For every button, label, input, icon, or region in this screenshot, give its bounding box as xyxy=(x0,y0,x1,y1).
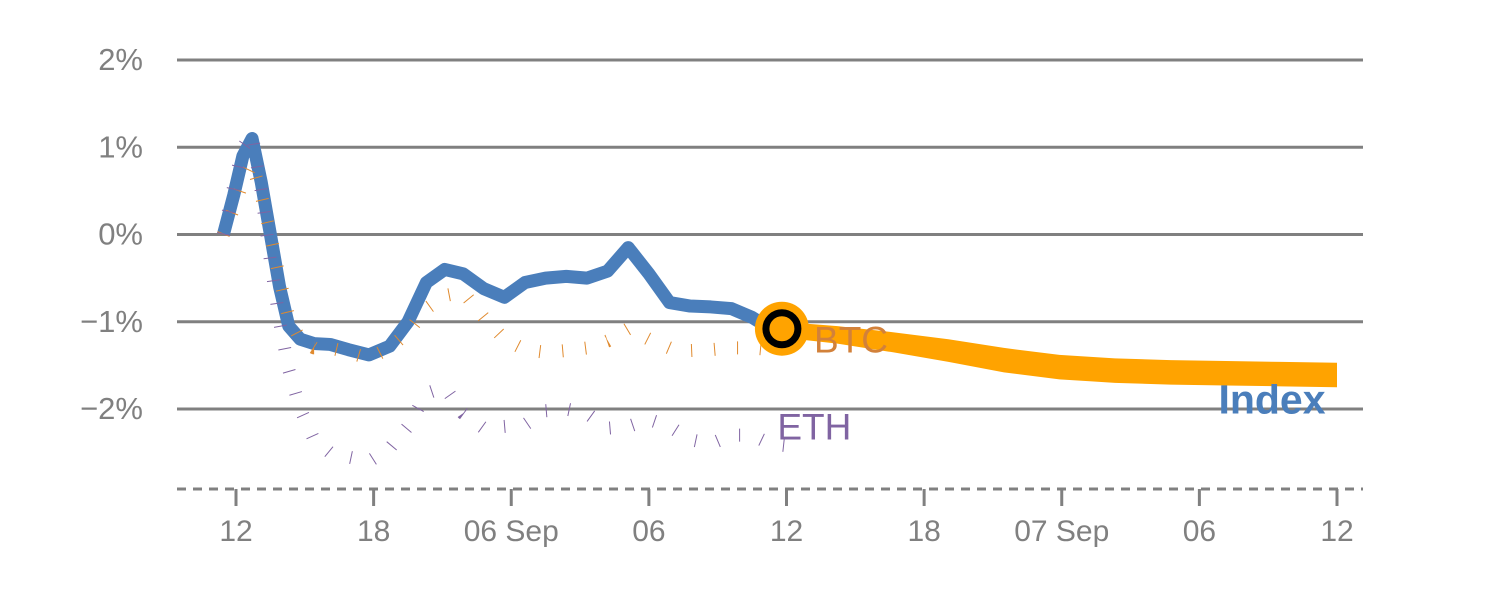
eth-label: ETH xyxy=(777,407,851,448)
btc-current-point-marker[interactable] xyxy=(762,309,802,349)
x-tick-label: 07 Sep xyxy=(1014,515,1109,548)
y-tick-labels-group: 2% 1% 0% −1% −2% xyxy=(80,42,143,426)
index-label: Index xyxy=(1218,376,1325,422)
gridlines-group xyxy=(177,58,1363,411)
y-tick-label: −2% xyxy=(80,391,143,426)
btc-label: BTC xyxy=(814,319,888,360)
x-tick-label: 12 xyxy=(219,515,252,548)
series-annotations-group: BTC ETH Index xyxy=(777,319,1325,447)
x-tick-marks-group xyxy=(234,489,1339,506)
y-tick-label: 0% xyxy=(98,217,143,252)
btc-forecast-band xyxy=(781,321,1337,388)
x-tick-label: 06 xyxy=(1183,515,1216,548)
series-line-btc xyxy=(217,156,788,365)
x-tick-label: 18 xyxy=(907,515,940,548)
x-tick-label: 06 Sep xyxy=(464,515,559,548)
x-tick-label: 18 xyxy=(357,515,390,548)
x-tick-label: 06 xyxy=(632,515,665,548)
y-tick-label: 2% xyxy=(98,42,143,77)
series-line-index xyxy=(217,132,783,362)
y-tick-label: −1% xyxy=(80,304,143,339)
current-value-marker-group[interactable] xyxy=(754,301,809,356)
x-tick-label: 12 xyxy=(1320,515,1353,548)
y-tick-label: 1% xyxy=(98,129,143,164)
x-tick-label: 12 xyxy=(770,515,803,548)
series-lines-group xyxy=(217,127,788,468)
forecast-band-group xyxy=(781,321,1337,388)
x-tick-labels-group: 12 18 06 Sep 06 12 18 07 Sep 06 12 xyxy=(219,515,1353,548)
